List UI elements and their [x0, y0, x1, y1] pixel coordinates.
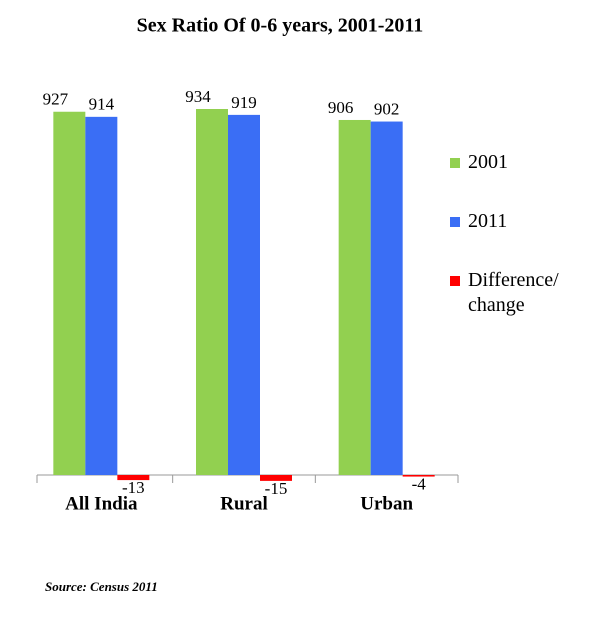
legend-label: 2001 [468, 151, 508, 173]
bar [117, 475, 150, 481]
legend-label: 2011 [468, 210, 508, 232]
bar [85, 116, 118, 476]
x-tick-label: Rural [220, 493, 268, 514]
bar [53, 111, 86, 475]
data-label: 927 [43, 90, 69, 109]
legend: 2001 2011 Difference/ change [448, 150, 578, 352]
data-label: 914 [89, 95, 115, 114]
bar [260, 475, 292, 481]
legend-swatch [450, 276, 460, 286]
data-label: 919 [231, 93, 257, 112]
legend-item: Difference/ change [448, 268, 578, 318]
data-label: 902 [374, 99, 400, 118]
legend-swatch [450, 158, 460, 168]
x-tick-label: All India [65, 493, 138, 514]
legend-swatch [450, 217, 460, 227]
bar [196, 109, 228, 475]
legend-item: 2011 [448, 209, 578, 234]
data-label: 934 [185, 87, 211, 106]
chart-title: Sex Ratio Of 0-6 years, 2001-2011 [137, 15, 424, 37]
legend-label: Difference/ change [468, 269, 559, 316]
data-label: -15 [265, 479, 288, 498]
legend-item: 2001 [448, 150, 578, 175]
bar [228, 114, 260, 476]
x-tick-label: Urban [360, 493, 413, 514]
bar [402, 475, 435, 477]
data-label: -13 [122, 478, 145, 497]
data-label: 906 [328, 98, 354, 117]
bar [370, 121, 403, 475]
data-label: -4 [412, 474, 427, 493]
bar [338, 119, 371, 475]
source-note: Source: Census 2011 [45, 579, 158, 594]
